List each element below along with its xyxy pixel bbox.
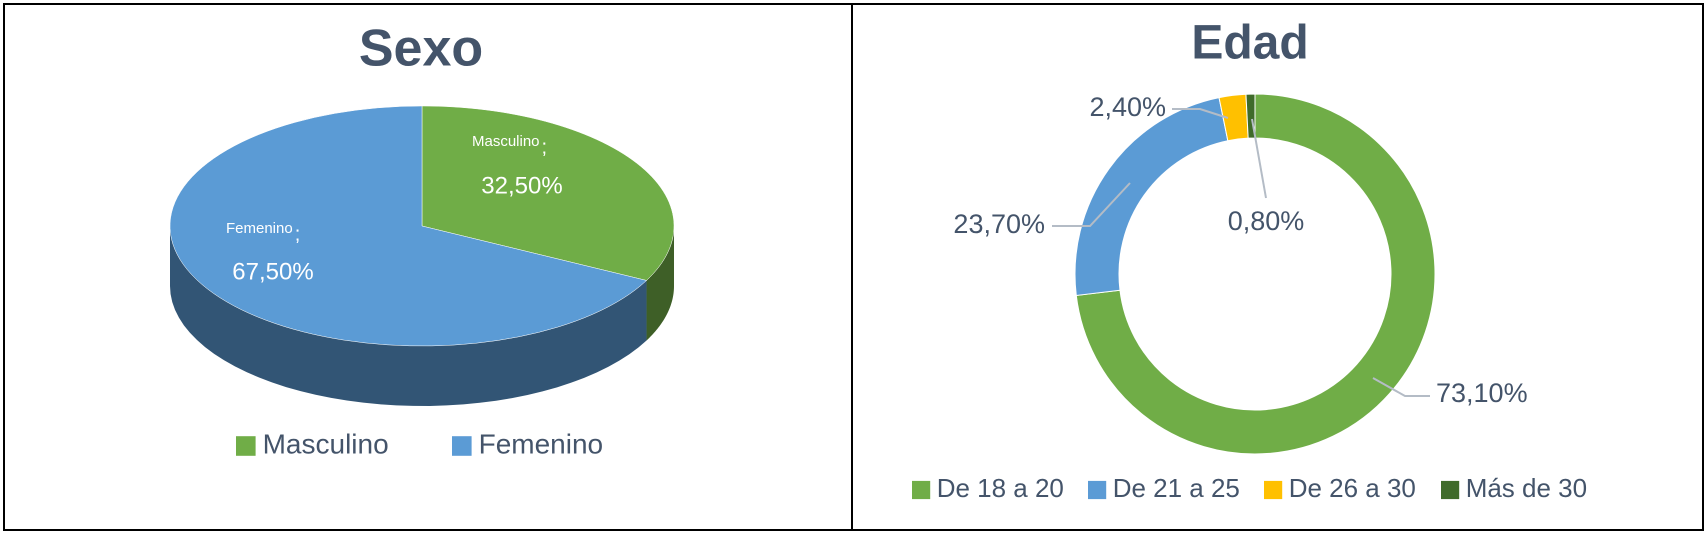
legend-label: De 18 a 20 <box>937 473 1064 503</box>
pie-side <box>646 226 674 341</box>
leader-line <box>1052 182 1131 227</box>
legend-label: Femenino <box>479 428 604 459</box>
chart-title: Edad <box>1191 17 1308 70</box>
legend-swatch <box>1441 480 1460 500</box>
data-label: 23,70% <box>953 209 1045 239</box>
pie-slice <box>169 105 648 347</box>
pie-slice <box>421 105 675 281</box>
pie-side <box>170 226 647 406</box>
legend-label: De 26 a 30 <box>1289 473 1416 503</box>
leader-line <box>1172 108 1229 119</box>
donut-slice <box>1075 93 1436 455</box>
chart-title: Sexo <box>359 20 483 78</box>
data-label: 67,50% <box>232 258 313 285</box>
data-label: 32,50% <box>481 172 562 199</box>
legend-label: De 21 a 25 <box>1113 473 1240 503</box>
data-label: 73,10% <box>1436 378 1528 408</box>
legend-swatch <box>452 436 472 456</box>
legend-swatch <box>236 436 256 456</box>
legend-label: Más de 30 <box>1466 473 1587 503</box>
legend-swatch <box>1088 480 1107 500</box>
data-label-separator: ; <box>542 136 548 158</box>
leader-line <box>1251 118 1267 199</box>
leader-line <box>1372 377 1430 397</box>
legend-swatch <box>1264 480 1283 500</box>
data-label: 2,40% <box>1089 92 1166 122</box>
data-label-name: Femenino <box>226 220 293 237</box>
donut-slice <box>1074 97 1229 296</box>
data-label-name: Masculino <box>472 133 540 150</box>
data-label: 0,80% <box>1228 206 1305 236</box>
legend-swatch <box>912 480 931 500</box>
data-label-separator: ; <box>295 223 301 245</box>
legend-label: Masculino <box>263 428 389 459</box>
panel-border <box>851 3 1704 531</box>
